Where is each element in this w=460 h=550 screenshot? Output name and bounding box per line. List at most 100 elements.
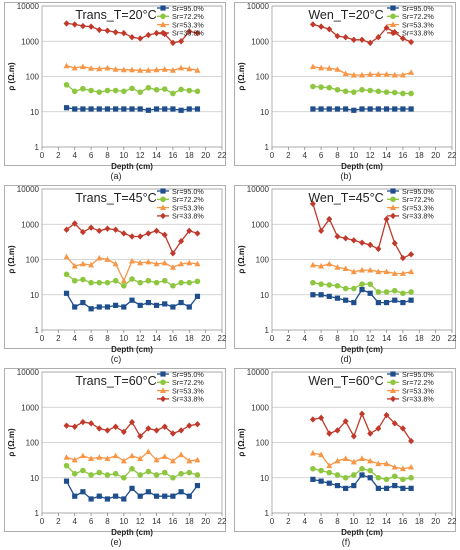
data-point — [392, 297, 398, 303]
y-axis-label: ρ (Ω.m) — [7, 428, 16, 457]
y-tick-label: 1 — [265, 326, 270, 335]
x-axis-label: Depth (cm) — [341, 345, 383, 354]
data-point — [194, 88, 201, 95]
data-point — [170, 282, 176, 289]
x-tick-label: 14 — [152, 334, 161, 343]
y-tick-label: 10000 — [247, 185, 270, 194]
data-point — [350, 36, 357, 43]
data-point — [96, 26, 103, 34]
data-point — [88, 420, 95, 427]
data-point — [137, 302, 143, 308]
data-point — [318, 106, 324, 112]
data-point — [383, 476, 390, 483]
legend-label: Sr=53.3% — [402, 20, 434, 29]
data-point — [178, 38, 185, 45]
data-point — [326, 469, 333, 476]
data-point — [399, 465, 406, 472]
data-point — [342, 474, 349, 481]
y-tick-label: 10 — [30, 474, 39, 483]
y-tick-label: 100 — [26, 439, 40, 448]
data-point — [153, 427, 160, 434]
data-point — [334, 233, 341, 240]
data-point — [351, 107, 357, 113]
data-point — [137, 279, 143, 286]
data-point — [326, 25, 333, 33]
data-point — [162, 106, 168, 112]
data-point — [367, 281, 373, 287]
x-tick-label: 8 — [335, 334, 340, 343]
data-point — [318, 262, 325, 269]
data-point — [137, 35, 144, 42]
data-point — [113, 302, 119, 308]
data-point — [137, 106, 143, 112]
data-point — [121, 282, 127, 289]
plot-area — [271, 188, 453, 331]
data-point — [71, 456, 78, 463]
data-point — [129, 297, 135, 303]
data-point — [88, 65, 95, 71]
data-point — [186, 422, 193, 429]
data-point — [383, 411, 390, 419]
data-point — [63, 462, 70, 469]
y-tick-label: 10 — [260, 474, 269, 483]
figure-caption: (f) — [342, 537, 351, 547]
data-point — [104, 427, 111, 434]
data-point — [112, 87, 119, 94]
data-point — [96, 65, 103, 72]
data-point — [169, 264, 176, 270]
data-point — [112, 66, 119, 72]
data-point — [186, 28, 193, 35]
data-point — [96, 304, 102, 310]
data-point — [170, 304, 176, 310]
data-point — [113, 106, 119, 112]
legend-label: Sr=95.0% — [172, 370, 204, 379]
legend-label: Sr=72.2% — [172, 12, 204, 21]
data-point — [170, 493, 176, 499]
data-point — [400, 476, 406, 483]
data-point — [391, 89, 398, 96]
chart-panel: 1 10 100 1000 10000 0 2 4 6 8 10 12 14 16 18 20 22 Depth … — [234, 368, 457, 547]
data-point — [79, 418, 86, 426]
data-point — [375, 474, 382, 481]
panel-border — [234, 368, 456, 532]
data-point — [408, 474, 414, 481]
data-point — [160, 212, 166, 220]
data-point — [375, 268, 382, 275]
data-point — [350, 71, 357, 78]
x-tick-label: 18 — [185, 151, 194, 160]
data-point — [178, 299, 184, 306]
x-tick-label: 2 — [286, 517, 291, 526]
legend-label: Sr=72.2% — [402, 378, 434, 387]
data-point — [391, 287, 398, 294]
legend-label: Sr=95.0% — [402, 370, 434, 379]
data-point — [390, 21, 396, 27]
x-tick-label: 0 — [270, 334, 275, 343]
data-point — [400, 90, 406, 97]
data-point — [390, 395, 396, 403]
data-point — [137, 455, 144, 461]
data-point — [169, 250, 176, 257]
data-point — [178, 451, 185, 458]
data-point — [153, 493, 160, 499]
y-tick-label: 1 — [265, 143, 270, 152]
data-point — [121, 88, 127, 95]
x-axis-label: Depth (cm) — [111, 528, 153, 537]
data-point — [186, 304, 192, 310]
data-point — [161, 259, 168, 266]
y-tick-label: 10000 — [17, 185, 40, 194]
data-point — [145, 425, 152, 432]
x-tick-label: 6 — [89, 151, 94, 160]
data-point — [375, 106, 381, 112]
data-point — [194, 293, 201, 299]
data-point — [400, 299, 406, 306]
data-point — [367, 71, 374, 77]
x-tick-label: 12 — [366, 151, 375, 160]
data-point — [194, 260, 201, 267]
data-point — [334, 282, 341, 289]
chart-title: Wen_T=45°C — [308, 191, 383, 205]
data-point — [367, 475, 373, 481]
data-point — [63, 478, 70, 484]
data-point — [104, 304, 111, 310]
data-point — [112, 470, 119, 477]
x-tick-label: 2 — [56, 334, 61, 343]
